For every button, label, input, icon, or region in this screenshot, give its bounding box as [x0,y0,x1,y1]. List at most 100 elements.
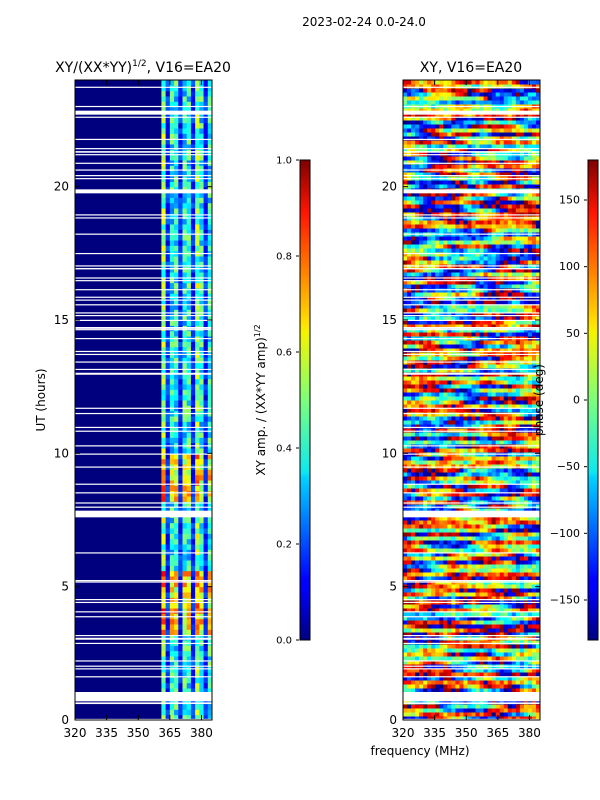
phase-cell [427,620,432,625]
phase-cell [471,572,477,577]
phase-cell [503,464,509,469]
phase-cell [515,464,521,469]
phase-cell [535,340,540,345]
phase-cell [415,456,420,461]
amp-cell [182,533,188,540]
phase-cell [527,632,533,637]
phase-cell [427,316,432,321]
phase-cell [523,536,529,541]
amp-cell [161,602,167,609]
phase-cell [527,640,533,645]
phase-cell [463,684,468,689]
phase-cell [475,516,481,521]
amp-cell [199,394,205,401]
phase-cell [459,380,464,385]
amp-cell [203,298,209,305]
phase-cell [443,524,448,529]
phase-cell [407,408,412,413]
amp-cell [186,357,192,364]
phase-cell [411,388,416,393]
phase-cell [495,516,501,521]
amp-cell [174,85,179,92]
phase-cell [455,368,460,373]
phase-cell [479,500,485,505]
phase-cell [403,320,408,325]
phase-cell [471,428,477,433]
phase-cell [523,524,529,529]
phase-cell [403,524,408,529]
amp-cell [190,117,196,124]
phase-cell [431,680,436,685]
phase-cell [431,712,436,717]
amp-cell [195,378,200,385]
phase-cell [523,680,529,685]
phase-cell [435,716,440,720]
phase-cell [495,552,501,557]
phase-cell [415,500,420,505]
phase-cell [415,344,420,349]
phase-cell [515,408,521,413]
phase-cell [427,564,432,569]
phase-cell [535,344,540,349]
phase-cell [403,468,408,473]
amp-cell [165,554,171,561]
amp-cell [195,656,200,662]
phase-cell [451,536,456,541]
phase-cell [423,496,428,501]
phase-cell [479,456,485,461]
phase-cell [487,356,493,361]
phase-cell [415,560,420,565]
phase-cell [487,340,493,345]
amp-cell [182,416,188,422]
phase-cell [415,572,420,577]
phase-cell [515,376,521,381]
phase-cell [467,532,472,537]
phase-cell [427,536,432,541]
phase-cell [423,480,428,485]
phase-cell [487,412,493,417]
phase-cell [523,604,529,609]
amp-cell [199,330,205,337]
phase-cell [531,340,537,345]
phase-cell [519,592,525,597]
phase-cell [463,368,468,373]
phase-cell [467,420,472,425]
amp-gap-line [75,299,212,301]
amp-cell [178,480,183,486]
phase-cell [519,596,525,601]
amp-cell [186,245,192,252]
phase-cell [455,536,460,541]
phase-cell [431,612,436,617]
amp-cell [207,650,212,657]
phase-cell [499,460,505,465]
phase-cell [511,456,517,461]
phase-cell [467,576,472,581]
amp-cell [182,154,188,161]
phase-cell [511,684,517,689]
amp-gap-line [75,312,212,314]
phase-cell [435,576,440,581]
amp-cell [169,538,175,545]
phase-cell [451,348,456,353]
phase-cell [531,584,537,589]
phase-cell [491,628,497,633]
phase-cell [403,716,408,720]
amp-cell [161,458,167,465]
phase-cell [455,400,460,405]
amp-cell [190,133,196,140]
phase-cell [459,524,464,529]
phase-cell [463,704,468,709]
phase-cell [491,476,497,481]
amp-cell [174,549,179,556]
amp-cell [165,266,171,273]
phase-cell [495,592,501,597]
amp-cell [190,218,196,225]
amp-cell [178,592,183,598]
phase-cell [519,588,525,593]
phase-cell [499,640,505,645]
phase-cell [439,480,444,485]
amp-cell [190,698,196,705]
amp-cell [195,421,200,428]
phase-cell [499,632,505,637]
phase-cell [491,316,497,321]
